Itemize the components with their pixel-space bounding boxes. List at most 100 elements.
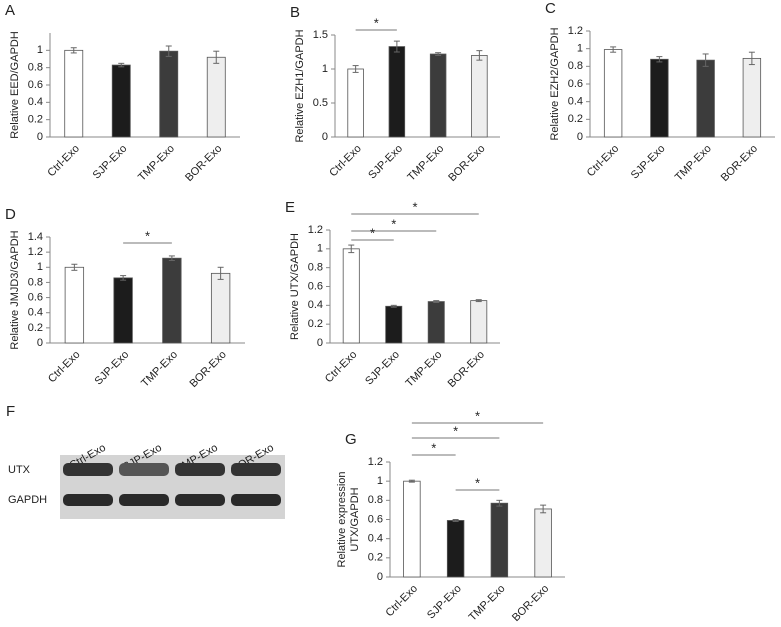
y-tick-label: 0.8 (568, 60, 583, 72)
bar (650, 58, 669, 138)
x-tick-label: SJP-Exo (366, 143, 405, 182)
y-tick-label: 0.6 (308, 280, 323, 292)
y-tick-label: 1.2 (308, 224, 323, 236)
y-tick-label: 0.6 (28, 291, 43, 303)
x-tick-label: Ctrl-Exo (323, 349, 360, 386)
panel-label: G (345, 431, 357, 448)
error-bar (71, 263, 78, 271)
error-bar (213, 50, 220, 64)
panel-label: B (290, 4, 300, 21)
blot-band (119, 463, 169, 476)
error-bar (452, 519, 459, 522)
panel-label: C (545, 0, 556, 17)
significance-mark: * (370, 225, 375, 240)
x-tick-label: BOR-Exo (446, 143, 487, 184)
bar (470, 300, 488, 344)
bar (113, 277, 133, 344)
bar (534, 508, 552, 578)
y-tick-label: 0.6 (368, 513, 383, 525)
x-tick-label: BOR-Exo (719, 143, 760, 184)
blot-band (231, 463, 281, 476)
y-tick-label: 0.4 (568, 96, 583, 108)
significance-mark: * (412, 199, 417, 214)
y-tick-label: 0.2 (28, 322, 43, 334)
y-tick-label: 0.2 (368, 552, 383, 564)
y-tick-label: 0.5 (313, 97, 328, 109)
bar (742, 57, 762, 138)
significance-mark: * (453, 423, 458, 438)
error-bar (540, 504, 547, 514)
bar (696, 59, 715, 138)
error-bar (118, 62, 125, 68)
x-tick-label: BOR-Exo (187, 349, 228, 390)
blot-band (175, 494, 225, 506)
significance-mark: * (391, 216, 396, 231)
error-bar (120, 275, 127, 281)
y-tick-label: 0 (317, 337, 323, 349)
bar (64, 49, 84, 138)
panel-label: E (285, 199, 295, 216)
y-tick-label: 0 (37, 337, 43, 349)
blot-band (119, 494, 169, 506)
y-tick-label: 1 (377, 475, 383, 487)
y-tick-label: 0 (37, 131, 43, 143)
error-bar (475, 299, 482, 303)
blot-band (231, 494, 281, 506)
x-tick-label: SJP-Exo (629, 143, 668, 182)
y-tick-label: 1 (37, 261, 43, 273)
x-tick-label: BOR-Exo (510, 583, 551, 622)
x-tick-label: TMP-Exo (136, 143, 177, 184)
y-tick-label: 1 (577, 43, 583, 55)
y-tick-label: 1.2 (568, 25, 583, 37)
blot-band (63, 494, 113, 506)
y-tick-label: 1.2 (368, 456, 383, 468)
bar (342, 248, 360, 344)
bar (471, 55, 488, 138)
x-tick-label: BOR-Exo (446, 349, 487, 390)
error-bar (433, 300, 440, 304)
bar (206, 56, 226, 138)
bar (159, 50, 179, 138)
error-bar (496, 499, 503, 507)
y-tick-label: 0.4 (368, 533, 383, 545)
y-axis-label: Relative EZH1/GAPDH (294, 29, 306, 142)
bar (446, 520, 465, 578)
x-tick-label: TMP-Exo (467, 583, 508, 622)
y-tick-label: 0.2 (308, 318, 323, 330)
y-tick-label: 0.8 (368, 494, 383, 506)
y-tick-label: 0 (322, 131, 328, 143)
error-bar (168, 255, 175, 261)
bar (385, 305, 403, 344)
y-tick-label: 0.8 (308, 262, 323, 274)
y-tick-label: 1.5 (313, 29, 328, 41)
y-tick-label: 1 (317, 243, 323, 255)
x-tick-label: TMP-Exo (673, 143, 714, 184)
bar (111, 64, 131, 138)
x-tick-label: Ctrl-Exo (327, 143, 364, 180)
y-tick-label: 1.2 (28, 246, 43, 258)
panel-label: F (6, 403, 15, 420)
x-tick-label: Ctrl-Exo (45, 143, 82, 180)
significance-mark: * (431, 440, 436, 455)
x-tick-label: TMP-Exo (139, 349, 180, 390)
y-tick-label: 0.4 (28, 307, 43, 319)
x-tick-label: Ctrl-Exo (585, 143, 622, 180)
significance-mark: * (374, 15, 379, 30)
y-tick-label: 0.4 (308, 299, 323, 311)
error-bar (435, 52, 442, 56)
error-bar (476, 50, 483, 61)
x-tick-label: Ctrl-Exo (46, 349, 83, 386)
error-bar (748, 51, 755, 66)
error-bar (217, 266, 224, 280)
error-bar (165, 45, 172, 57)
panel-label: D (5, 206, 16, 223)
x-tick-label: SJP-Exo (93, 349, 132, 388)
y-tick-label: 1 (37, 44, 43, 56)
y-tick-label: 0.4 (28, 96, 43, 108)
row-label: UTX (8, 464, 31, 476)
bar (210, 272, 231, 344)
x-tick-label: TMP-Exo (404, 349, 445, 390)
bar (162, 257, 182, 344)
bar (490, 502, 509, 578)
